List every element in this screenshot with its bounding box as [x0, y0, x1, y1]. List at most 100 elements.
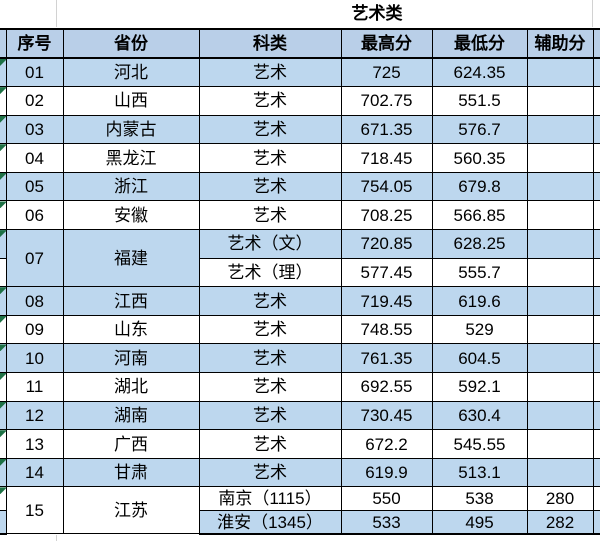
cell-no[interactable]: 14: [5, 457, 64, 488]
col-header-no[interactable]: 序号: [5, 28, 64, 59]
cell-max[interactable]: 730.45: [340, 400, 433, 431]
cell-max[interactable]: 720.85: [340, 229, 433, 259]
cell-max[interactable]: 719.45: [340, 286, 433, 316]
cell-min[interactable]: 624.35: [431, 57, 528, 88]
cell-min[interactable]: 619.6: [431, 286, 528, 316]
cell-max[interactable]: 550: [340, 486, 433, 512]
row-indicator-cell[interactable]: [0, 372, 7, 402]
cell-min[interactable]: 551.5: [431, 86, 528, 116]
cell-min[interactable]: 495: [431, 510, 528, 535]
cell-min[interactable]: 513.1: [431, 457, 528, 488]
cell-province[interactable]: 江苏: [62, 486, 200, 535]
row-indicator-cell[interactable]: [0, 400, 7, 431]
cell-category[interactable]: 艺术: [198, 86, 342, 116]
row-indicator-cell[interactable]: [0, 286, 7, 316]
col-header-max-score[interactable]: 最高分: [340, 28, 433, 59]
cell-no[interactable]: 12: [5, 400, 64, 431]
spill-cell[interactable]: [592, 57, 600, 88]
spill-cell[interactable]: [592, 510, 600, 535]
cell-province[interactable]: 广西: [62, 429, 200, 459]
cell-province[interactable]: 江西: [62, 286, 200, 316]
cell-max[interactable]: 748.55: [340, 314, 433, 345]
cell-category[interactable]: 艺术: [198, 114, 342, 145]
cell-min[interactable]: 566.85: [431, 200, 528, 231]
cell-category[interactable]: 艺术（文）: [198, 229, 342, 259]
cell-category[interactable]: 艺术: [198, 343, 342, 374]
spill-cell[interactable]: [592, 114, 600, 145]
row-indicator-cell[interactable]: [0, 171, 7, 202]
cell-min[interactable]: 529: [431, 314, 528, 345]
row-indicator-cell[interactable]: [0, 429, 7, 459]
cell-min[interactable]: 604.5: [431, 343, 528, 374]
row-indicator-cell[interactable]: [0, 486, 7, 512]
cell-no[interactable]: 03: [5, 114, 64, 145]
cell-aux[interactable]: [526, 57, 594, 88]
cell-max[interactable]: 692.55: [340, 372, 433, 402]
cell-max[interactable]: 761.35: [340, 343, 433, 374]
spill-cell[interactable]: [592, 486, 600, 512]
cell-province[interactable]: 山西: [62, 86, 200, 116]
cell-min[interactable]: 628.25: [431, 229, 528, 259]
cell-max[interactable]: 708.25: [340, 200, 433, 231]
row-indicator-cell[interactable]: [0, 457, 7, 488]
cell-aux[interactable]: [526, 229, 594, 259]
spill-cell[interactable]: [592, 314, 600, 345]
col-header-category[interactable]: 科类: [198, 28, 342, 59]
cell-max[interactable]: 754.05: [340, 171, 433, 202]
cell-category[interactable]: 艺术: [198, 429, 342, 459]
spill-cell[interactable]: [592, 229, 600, 259]
cell-max[interactable]: 702.75: [340, 86, 433, 116]
spill-cell[interactable]: [592, 28, 600, 59]
row-indicator-cell[interactable]: [0, 229, 7, 259]
cell-aux[interactable]: [526, 457, 594, 488]
cell-aux[interactable]: 282: [526, 510, 594, 535]
cell-category[interactable]: 艺术: [198, 171, 342, 202]
row-indicator-cell[interactable]: [0, 343, 7, 374]
spill-cell[interactable]: [592, 343, 600, 374]
cell-no[interactable]: 01: [5, 57, 64, 88]
cell-province[interactable]: 河北: [62, 57, 200, 88]
cell-no[interactable]: 06: [5, 200, 64, 231]
spill-cell[interactable]: [592, 286, 600, 316]
cell-no[interactable]: 10: [5, 343, 64, 374]
spill-cell[interactable]: [592, 86, 600, 116]
col-header-aux-score[interactable]: 辅助分: [526, 28, 594, 59]
cell-aux[interactable]: [526, 257, 594, 288]
cell-aux[interactable]: [526, 143, 594, 173]
cell-aux[interactable]: 280: [526, 486, 594, 512]
cell-max[interactable]: 672.2: [340, 429, 433, 459]
cell-province[interactable]: 山东: [62, 314, 200, 345]
spill-cell[interactable]: [592, 429, 600, 459]
cell-no[interactable]: 07: [5, 229, 64, 288]
cell-province[interactable]: 内蒙古: [62, 114, 200, 145]
spill-cell[interactable]: [592, 400, 600, 431]
cell-no[interactable]: 08: [5, 286, 64, 316]
cell-aux[interactable]: [526, 200, 594, 231]
cell-min[interactable]: 592.1: [431, 372, 528, 402]
cell-max[interactable]: 725: [340, 57, 433, 88]
cell-aux[interactable]: [526, 286, 594, 316]
row-indicator-cell[interactable]: [0, 200, 7, 231]
row-indicator-cell[interactable]: [0, 510, 7, 535]
cell-aux[interactable]: [526, 429, 594, 459]
cell-province[interactable]: 湖南: [62, 400, 200, 431]
cell-aux[interactable]: [526, 171, 594, 202]
row-indicator-cell[interactable]: [0, 86, 7, 116]
cell-category[interactable]: 艺术: [198, 143, 342, 173]
cell-min[interactable]: 538: [431, 486, 528, 512]
cell-category[interactable]: 艺术: [198, 400, 342, 431]
cell-max[interactable]: 671.35: [340, 114, 433, 145]
cell-province[interactable]: 福建: [62, 229, 200, 288]
cell-aux[interactable]: [526, 114, 594, 145]
cell-province[interactable]: 河南: [62, 343, 200, 374]
cell-no[interactable]: 13: [5, 429, 64, 459]
cell-province[interactable]: 安徽: [62, 200, 200, 231]
cell-aux[interactable]: [526, 400, 594, 431]
col-header-min-score[interactable]: 最低分: [431, 28, 528, 59]
cell-max[interactable]: 718.45: [340, 143, 433, 173]
cell-category[interactable]: 南京（1115）: [198, 486, 342, 512]
cell-max[interactable]: 619.9: [340, 457, 433, 488]
row-indicator-cell[interactable]: [0, 28, 7, 59]
cell-category[interactable]: 淮安（1345）: [198, 510, 342, 535]
cell-max[interactable]: 577.45: [340, 257, 433, 288]
